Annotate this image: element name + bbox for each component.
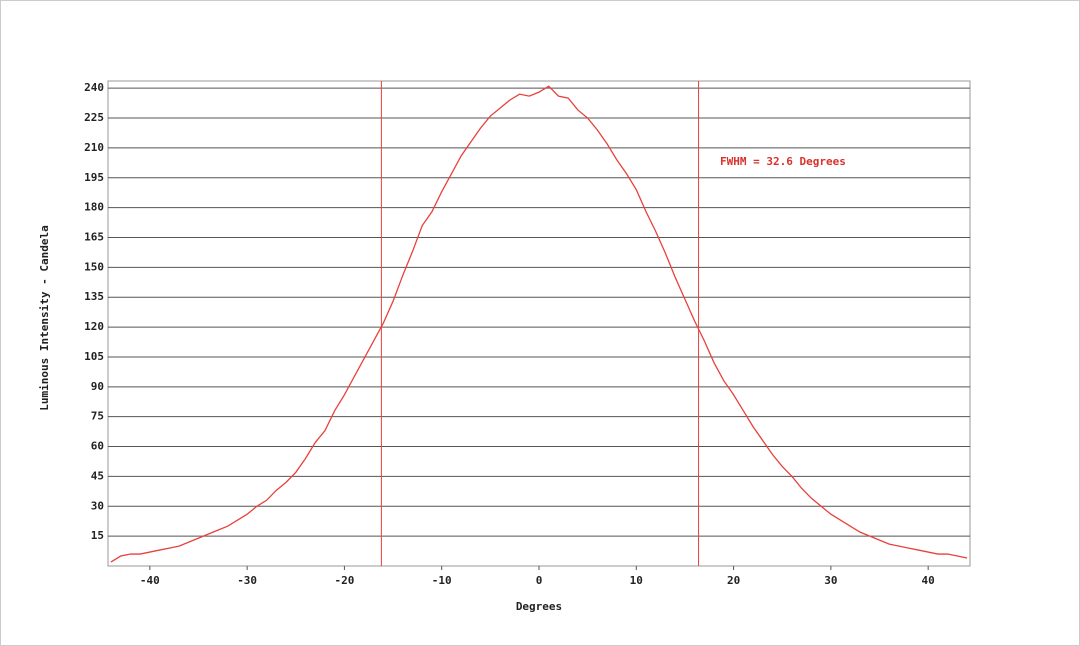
annotation: FWHM = 32.6 Degrees bbox=[720, 155, 846, 168]
y-tick-label: 195 bbox=[84, 171, 104, 184]
x-tick-label: 20 bbox=[727, 574, 740, 587]
plot-area bbox=[107, 80, 971, 567]
data-line bbox=[110, 85, 968, 563]
y-tick-label: 120 bbox=[84, 320, 104, 333]
x-tick-label: 40 bbox=[922, 574, 935, 587]
y-tick-label: 15 bbox=[91, 529, 104, 542]
y-tick-label: 240 bbox=[84, 81, 104, 94]
y-tick-label: 60 bbox=[91, 440, 104, 453]
y-tick-label: 165 bbox=[84, 230, 104, 243]
y-tick-label: 150 bbox=[84, 260, 104, 273]
y-tick-label: 45 bbox=[91, 469, 104, 482]
x-tick-label: 0 bbox=[536, 574, 543, 587]
y-tick-label: 180 bbox=[84, 201, 104, 214]
x-tick-label: 30 bbox=[824, 574, 837, 587]
y-tick-label: 30 bbox=[91, 499, 104, 512]
y-tick-label: 90 bbox=[91, 380, 104, 393]
y-tick-label: 210 bbox=[84, 141, 104, 154]
y-tick-label: 135 bbox=[84, 290, 104, 303]
y-tick-label: 225 bbox=[84, 111, 104, 124]
x-tick-label: -20 bbox=[334, 574, 354, 587]
x-tick-label: 10 bbox=[630, 574, 643, 587]
x-axis-label: Degrees bbox=[516, 600, 562, 613]
x-tick-label: -10 bbox=[432, 574, 452, 587]
x-tick-label: -30 bbox=[237, 574, 257, 587]
y-axis-label: Luminous Intensity - Candela bbox=[38, 225, 51, 410]
x-tick-label: -40 bbox=[140, 574, 160, 587]
y-tick-label: 75 bbox=[91, 410, 104, 423]
y-tick-label: 105 bbox=[84, 350, 104, 363]
